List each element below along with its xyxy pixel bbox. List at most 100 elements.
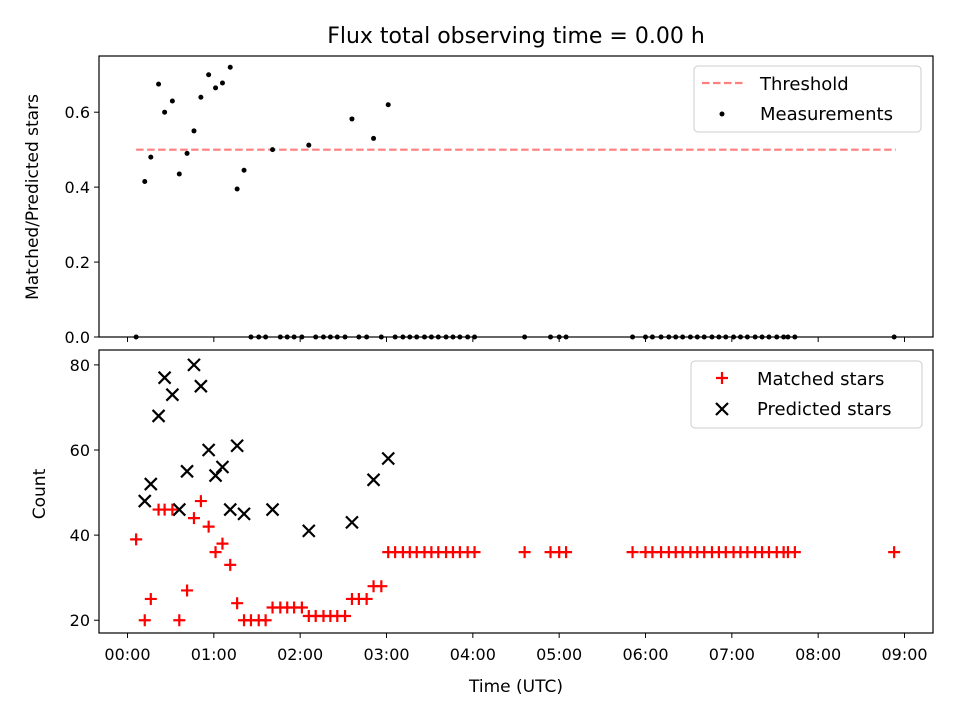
predicted-star-point (215, 460, 230, 474)
legend-frame (693, 65, 922, 133)
matched-star-point (468, 546, 481, 559)
top-panel-axes: 0.0 0.2 0.4 0.6 (65, 103, 906, 347)
top-panel: 0.0 0.2 0.4 0.6 Matched/Predicted stars Thr… (23, 55, 934, 347)
legend-matched-swatch (716, 372, 728, 384)
matched-star-point (216, 537, 229, 550)
measurement-point (385, 102, 391, 108)
bottom-panel-xlabel: Time (UTC) (468, 677, 563, 697)
matched-star-point (375, 580, 388, 593)
bottom-ytick-label: 20 (70, 611, 90, 630)
matched-star-point (295, 601, 308, 614)
measurement-point (306, 142, 312, 148)
matched-star-point (138, 614, 151, 627)
measurement-point (198, 94, 204, 100)
matched-star-point (166, 503, 179, 516)
top-ytick-label: 0.0 (65, 328, 90, 347)
legend-threshold-label: Threshold (759, 74, 849, 95)
figure-title: Flux total observing time = 0.00 h (327, 24, 705, 49)
predicted-star-point (366, 473, 381, 487)
measurement-point (349, 116, 355, 122)
measurement-point (184, 150, 190, 156)
predicted-star-point (230, 438, 244, 453)
measurement-point (142, 179, 148, 185)
legend-matched-label: Matched stars (757, 369, 884, 390)
bottom-xtick-label: 08:00 (795, 645, 841, 664)
predicted-star-point (144, 477, 158, 491)
matched-star-point (187, 512, 200, 525)
bottom-xtick-label: 02:00 (277, 645, 323, 664)
bottom-panel-legend: Matched stars Predicted stars (690, 360, 923, 429)
predicted-star-point (172, 502, 187, 517)
top-ytick-label: 0.6 (65, 103, 90, 122)
measurement-point (191, 128, 197, 134)
bottom-panel-frame (98, 349, 934, 634)
predicted-star-point (201, 443, 216, 457)
matched-star-point (231, 597, 244, 610)
measurement-point (176, 171, 182, 177)
measurement-point (371, 135, 377, 141)
predicted-star-point (208, 468, 223, 483)
matched-star-point (560, 546, 573, 559)
measurement-point (219, 80, 225, 86)
matched-star-point (194, 495, 207, 508)
matched-star-point (130, 533, 143, 546)
bottom-xtick-label: 03:00 (363, 645, 409, 664)
matched-star-point (209, 546, 222, 559)
bottom-panel-ylabel: Count (30, 468, 50, 519)
bottom-panel-axes: 20 40 60 80 00:00 01:00 02:00 03:00 04:00 05:00 06… (70, 356, 928, 664)
matched-star-point (339, 609, 352, 622)
bottom-ytick-label: 40 (70, 526, 90, 545)
bottom-xtick-label: 04:00 (450, 645, 496, 664)
predicted-star-point (381, 451, 396, 466)
measurement-point (270, 147, 276, 153)
matched-star-point (181, 584, 194, 597)
predicted-star-point (180, 464, 194, 479)
bottom-xtick-label: 06:00 (622, 645, 668, 664)
bottom-xtick-label: 00:00 (104, 645, 150, 664)
matched-star-point (626, 546, 639, 559)
bottom-panel-marks (130, 358, 901, 627)
bottom-xtick-label: 05:00 (536, 645, 582, 664)
predicted-star-point (345, 515, 359, 530)
top-ytick-label: 0.2 (65, 253, 90, 272)
measurement-point (213, 85, 219, 91)
matched-star-point (202, 520, 215, 533)
measurement-point (234, 186, 240, 192)
predicted-star-point (151, 409, 166, 423)
bottom-xtick-label: 07:00 (709, 645, 755, 664)
bottom-xtick-label: 09:00 (881, 645, 927, 664)
legend-frame (690, 360, 923, 429)
legend-measurements-label: Measurements (760, 104, 893, 125)
predicted-star-point (302, 524, 316, 538)
matched-star-point (518, 546, 531, 559)
predicted-star-point (223, 502, 238, 517)
predicted-star-point (157, 370, 172, 385)
measurement-point (241, 167, 247, 173)
measurement-point (169, 98, 175, 104)
matched-star-point (224, 558, 237, 571)
matched-star-point (788, 546, 801, 559)
top-ytick-label: 0.4 (65, 178, 90, 197)
measurement-point (148, 154, 154, 160)
predicted-star-point (187, 358, 201, 372)
bottom-xtick-label: 01:00 (191, 645, 237, 664)
measurement-point (227, 64, 233, 70)
top-panel-ylabel: Matched/Predicted stars (23, 94, 43, 300)
matched-star-point (888, 546, 901, 559)
bottom-ytick-label: 60 (70, 441, 90, 460)
legend-measurements-swatch (719, 111, 725, 117)
top-panel-frame (98, 55, 934, 338)
predicted-star-point (265, 502, 280, 517)
matched-star-point (144, 592, 157, 605)
predicted-star-point (237, 507, 251, 521)
measurement-point (162, 109, 168, 115)
legend-predicted-swatch (715, 402, 729, 416)
measurement-point (156, 81, 162, 87)
top-panel-legend: Threshold Measurements (693, 65, 922, 133)
bottom-ytick-label: 80 (70, 356, 90, 375)
matched-star-point (173, 614, 186, 627)
predicted-star-point (194, 379, 208, 393)
matched-star-point (259, 614, 272, 627)
bottom-panel: 20 40 60 80 00:00 01:00 02:00 03:00 04:00 05:00 06… (30, 349, 934, 697)
